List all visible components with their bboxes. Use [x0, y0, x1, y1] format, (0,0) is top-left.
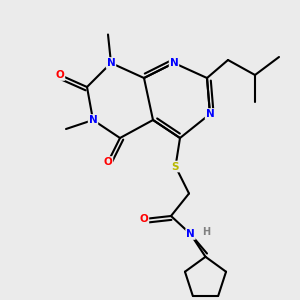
- Text: N: N: [106, 58, 116, 68]
- Text: O: O: [103, 157, 112, 167]
- Text: N: N: [88, 115, 98, 125]
- Text: O: O: [140, 214, 148, 224]
- Text: N: N: [206, 109, 214, 119]
- Text: O: O: [56, 70, 64, 80]
- Text: N: N: [169, 58, 178, 68]
- Text: N: N: [186, 229, 195, 239]
- Text: S: S: [172, 161, 179, 172]
- Text: H: H: [202, 227, 210, 237]
